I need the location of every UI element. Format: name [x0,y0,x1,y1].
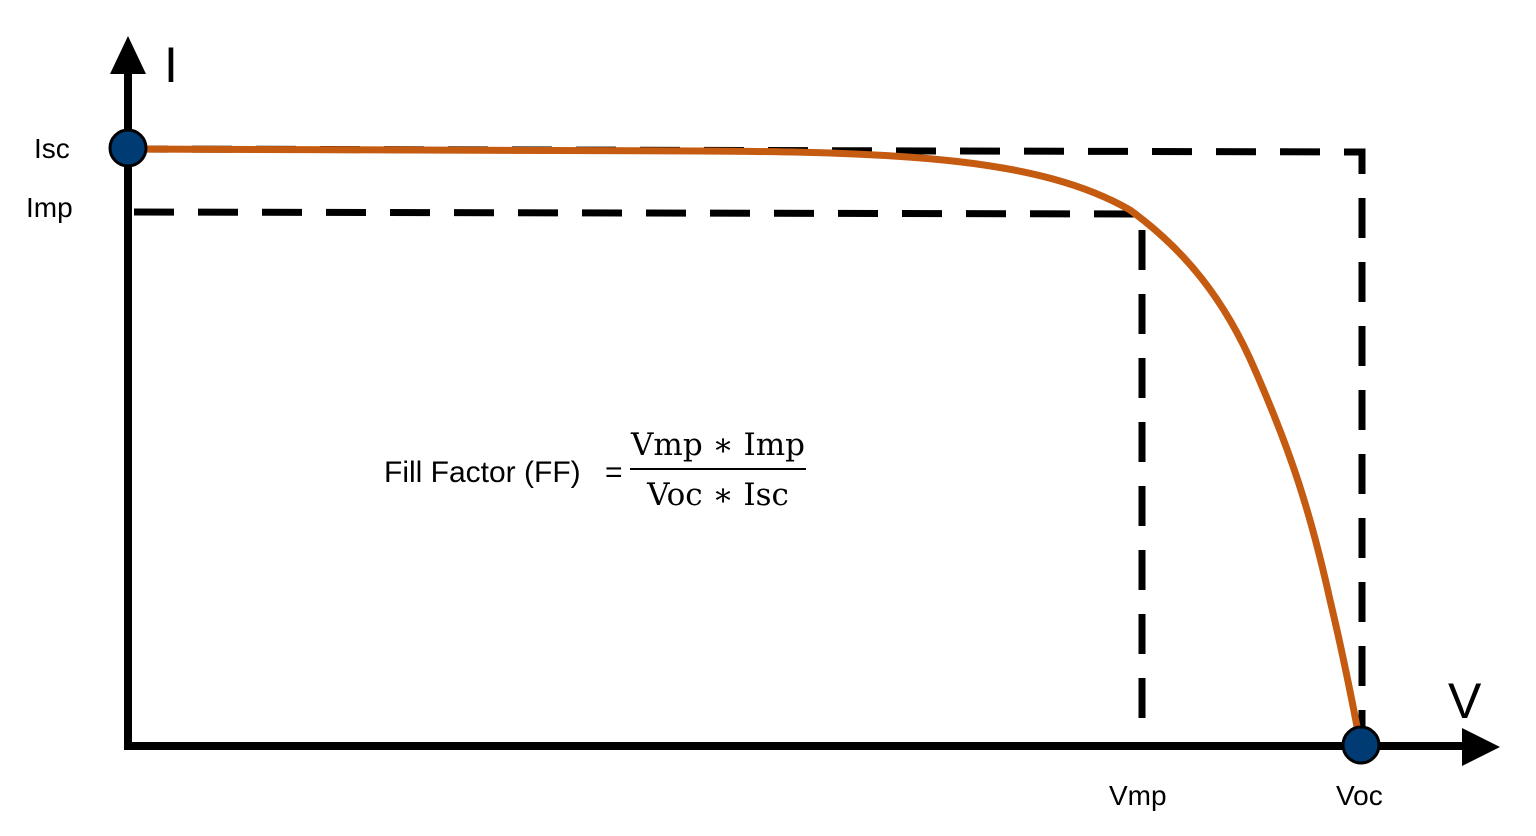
isc-marker [108,128,148,168]
voc-marker [1341,725,1381,765]
fill-factor-fraction: Vmp ∗ Imp Voc ∗ Isc [630,426,806,514]
axes [110,36,1500,766]
fill-factor-label: Fill Factor (FF) = [384,456,623,490]
imp-tick-label: Imp [26,192,73,223]
iv-curve [124,145,1364,746]
fraction-bar [630,468,806,470]
vmp-tick-label: Vmp [1109,780,1167,811]
y-axis-label: I [164,37,178,93]
imp-vmp-dashed-rect [133,208,1146,745]
isc-tick-label: Isc [34,133,70,164]
voc-tick-label: Voc [1336,780,1383,811]
y-axis-arrow-icon [110,36,146,74]
fill-factor-text: Fill Factor (FF) [384,456,581,489]
formula-numerator: Vmp ∗ Imp [631,427,805,463]
x-axis-label: V [1448,673,1482,729]
x-axis-arrow-icon [1462,728,1500,766]
formula-denominator: Voc ∗ Isc [647,477,789,513]
equals-sign: = [604,456,623,489]
